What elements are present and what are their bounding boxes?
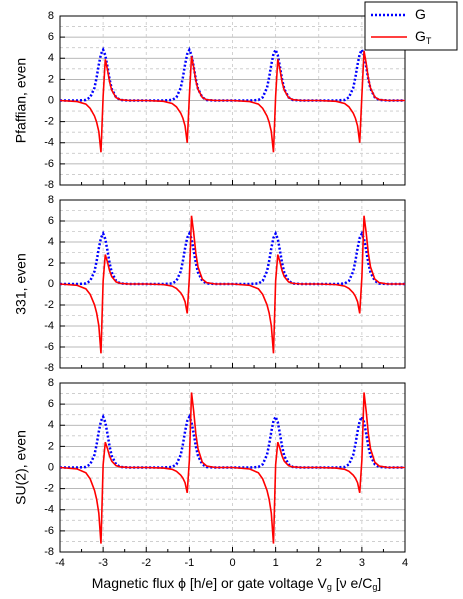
- y-tick-label: -4: [44, 504, 54, 516]
- x-label-text: [ν e/C: [332, 575, 372, 591]
- x-tick-label: -3: [98, 557, 108, 569]
- y-tick-label: -8: [44, 362, 54, 374]
- y-tick-label: 8: [48, 10, 54, 22]
- y-axis-label: SU(2), even: [13, 430, 29, 505]
- x-axis-label: Magnetic flux ϕ [h/e] or gate voltage Vg…: [92, 575, 381, 593]
- y-tick-label: 8: [48, 194, 54, 206]
- y-tick-label: 6: [48, 398, 54, 410]
- y-axis-label: Pfaffian, even: [13, 58, 29, 143]
- x-tick-label: 0: [229, 557, 235, 569]
- series-line: [59, 215, 405, 354]
- series-line: [59, 392, 405, 544]
- y-tick-label: -6: [44, 341, 54, 353]
- y-tick-label: 4: [48, 236, 54, 248]
- y-tick-label: -2: [44, 116, 54, 128]
- y-tick-label: -8: [44, 546, 54, 558]
- x-tick-label: 2: [316, 557, 322, 569]
- y-tick-label: -6: [44, 525, 54, 537]
- legend-subscript: T: [426, 36, 432, 46]
- y-tick-label: 6: [48, 31, 54, 43]
- x-tick-label: 1: [273, 557, 279, 569]
- x-label-text: ]: [377, 575, 381, 591]
- legend-box: [364, 1, 458, 51]
- y-tick-label: 2: [48, 257, 54, 269]
- x-label-subscript: g: [327, 582, 332, 592]
- series-line: [59, 50, 405, 153]
- y-tick-label: 2: [48, 440, 54, 452]
- y-tick-label: 8: [48, 377, 54, 389]
- y-axis-label: 331, even: [13, 253, 29, 315]
- legend-name: G: [415, 6, 426, 22]
- y-tick-label: -4: [44, 320, 54, 332]
- x-tick-label: 4: [402, 557, 408, 569]
- x-label-text: Magnetic flux ϕ [h/e] or gate voltage V: [92, 575, 328, 591]
- y-tick-label: -8: [44, 179, 54, 191]
- y-tick-label: 4: [48, 419, 54, 431]
- y-tick-label: 0: [48, 94, 54, 106]
- y-tick-label: 4: [48, 52, 54, 64]
- x-tick-label: -4: [55, 557, 65, 569]
- y-tick-label: 2: [48, 73, 54, 85]
- x-label-subscript: g: [372, 582, 377, 592]
- y-tick-label: -2: [44, 483, 54, 495]
- legend-label: G: [415, 6, 426, 22]
- x-tick-label: -2: [141, 557, 151, 569]
- y-tick-label: 0: [48, 461, 54, 473]
- y-tick-label: -2: [44, 299, 54, 311]
- legend-label: GT: [415, 28, 432, 47]
- x-tick-label: 3: [359, 557, 365, 569]
- y-tick-label: -6: [44, 158, 54, 170]
- legend-name: G: [415, 28, 426, 44]
- x-tick-label: -1: [184, 557, 194, 569]
- y-tick-label: 6: [48, 215, 54, 227]
- series-line: [60, 46, 405, 102]
- y-tick-label: -4: [44, 137, 54, 149]
- y-tick-label: 0: [48, 278, 54, 290]
